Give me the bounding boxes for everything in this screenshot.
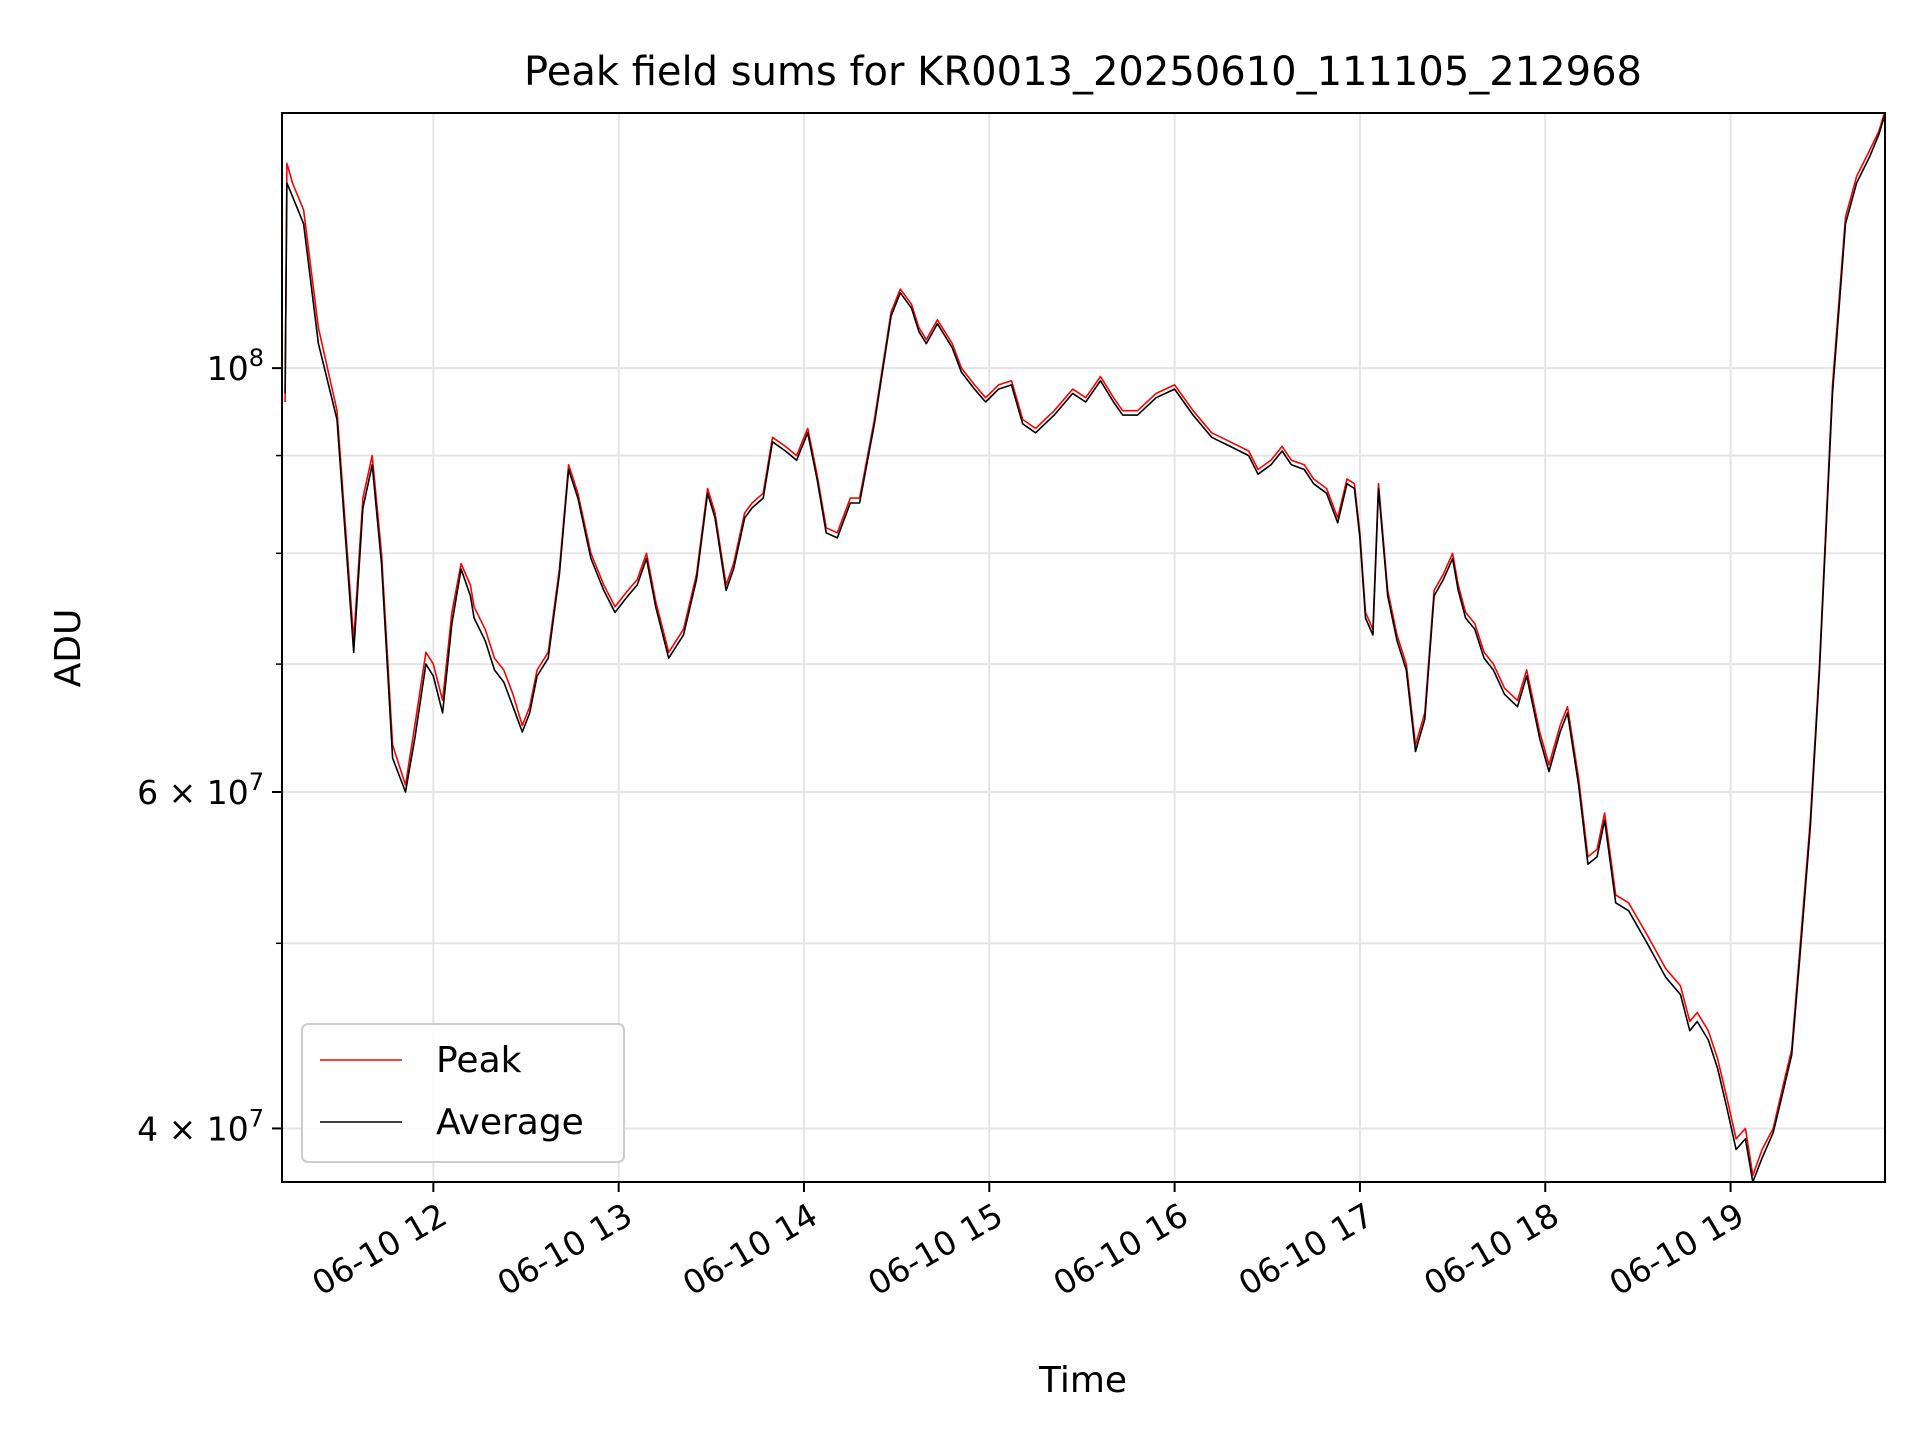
legend-box: [301, 1023, 625, 1163]
series-lines: [284, 113, 1885, 1182]
chart-title: Peak field sums for KR0013_20250610_1111…: [524, 49, 1642, 95]
grid: [282, 113, 1885, 1182]
series-line-average: [284, 115, 1885, 1182]
y-axis: 4 × 107 6 × 107 108: [137, 344, 282, 1148]
plot-frame: [281, 112, 1886, 1183]
legend: Peak Average: [301, 1023, 625, 1163]
y-tick-label: 4 × 107: [137, 1104, 264, 1148]
y-tick-label: 6 × 107: [137, 768, 264, 812]
y-tick-label: 108: [207, 344, 264, 388]
legend-label-average: Average: [436, 1102, 584, 1143]
series-line-peak: [284, 113, 1885, 1177]
y-axis-label: ADU: [48, 609, 89, 688]
legend-label-peak: Peak: [436, 1040, 522, 1081]
x-axis-label: Time: [1038, 1360, 1127, 1401]
